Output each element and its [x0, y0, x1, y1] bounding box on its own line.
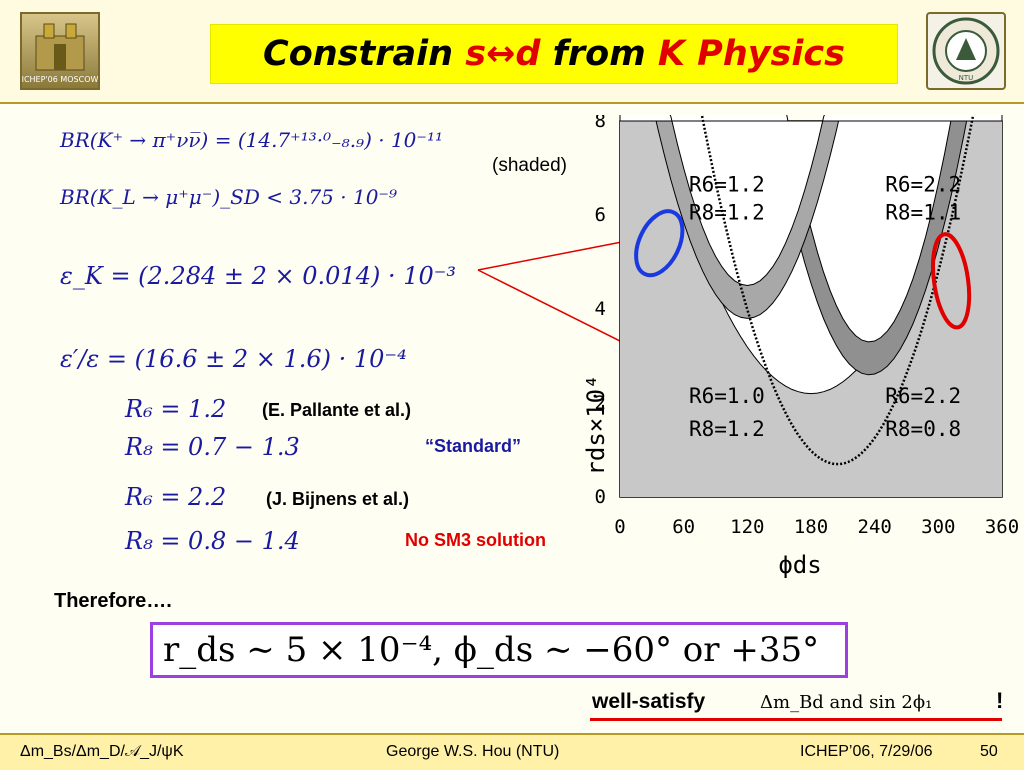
title-part-kphysics: K Physics [657, 34, 845, 74]
pallante-citation: (E. Pallante et al.) [262, 400, 412, 420]
region-label-2: R6=2.2 [885, 173, 961, 197]
eq-r8-b: R₈ = 0.8 − 1.4 [125, 527, 300, 555]
result-box: r_ds ∼ 5 × 10⁻⁴, ϕ_ds ∼ −60° or +35° [150, 622, 848, 678]
header-bar: ICHEP'06 MOSCOW Constrain s ↔ d from K P… [0, 0, 1024, 104]
x-tick-120: 120 [730, 516, 764, 538]
region-inner-white-right [619, 115, 1003, 343]
title-part-arrow: ↔ [486, 34, 516, 74]
y-tick-8: 8 [595, 115, 606, 132]
title-part-d: d [515, 34, 541, 74]
well-satisfy-bang: ! [996, 688, 1004, 713]
x-tick-180: 180 [794, 516, 828, 538]
plot-regions [619, 115, 1003, 497]
region-label-7: R8=0.8 [885, 417, 961, 441]
eq-epsilon-prime: ε′/ε = (16.6 ± 2 × 1.6) · 10⁻⁴ [60, 345, 407, 373]
y-axis-label: rds×10⁴ [582, 374, 610, 475]
footer-right: ICHEP’06, 7/29/06 [800, 743, 933, 760]
ntu-seal: NTU [926, 12, 1006, 90]
eq-br-kplus: BR(K⁺ → π⁺νν̅) = (14.7⁺¹³·⁰₋₈.₉) · 10⁻¹¹ [60, 128, 443, 152]
x-tick-60: 60 [672, 516, 695, 538]
well-satisfy-underline [590, 718, 1002, 721]
title-part-from: from [552, 34, 646, 74]
bijnens-citation: (J. Bijnens et al.) [266, 489, 410, 509]
arrow-to-blue-region [477, 236, 634, 271]
footer-page-number: 50 [980, 743, 998, 760]
eq-r8-a: R₈ = 0.7 − 1.3 [125, 433, 300, 461]
standard-label: “Standard” [425, 436, 522, 456]
region-inner-white-left [619, 115, 1003, 287]
x-tick-300: 300 [921, 516, 955, 538]
x-tick-labels: 0 60 120 180 240 300 360 [614, 516, 1019, 538]
well-satisfy-label: well-satisfy [592, 690, 706, 713]
eq-br-kl: BR(K_L → μ⁺μ⁻)_SD < 3.75 · 10⁻⁹ [60, 185, 398, 209]
shaded-note: (shaded) [492, 155, 567, 176]
logo-left-text: ICHEP'06 MOSCOW [22, 75, 98, 84]
well-satisfy-formula: Δm_Bd and sin 2ϕ₁ [760, 692, 933, 713]
blue-solution-ellipse [634, 209, 685, 278]
region-label-5: R8=1.2 [689, 417, 765, 441]
y-tick-labels: 0 2 4 6 8 [595, 115, 606, 508]
y-tick-6: 6 [595, 204, 606, 226]
region-labels: R6=1.2 R8=1.2 R6=2.2 R8=1.1 R6=1.0 R8=1.2 R6=2… [689, 173, 961, 441]
footer-left: Δm_Bs/Δm_D/𝒜_J/ψK [20, 743, 184, 760]
logo-right-text: NTU [959, 74, 974, 82]
y-tick-4: 4 [595, 298, 606, 320]
x-tick-240: 240 [858, 516, 892, 538]
therefore-text: Therefore…. [54, 590, 172, 612]
eq-r6-a: R₆ = 1.2 [125, 395, 227, 423]
x-tick-360: 360 [985, 516, 1019, 538]
x-tick-0: 0 [614, 516, 625, 538]
x-axis-label: ϕds [778, 551, 821, 579]
title-part-s: s [465, 34, 487, 74]
slide-title: Constrain s ↔ d from K Physics [210, 24, 898, 84]
red-solution-ellipse [931, 232, 972, 330]
y-tick-0: 0 [595, 486, 606, 508]
eq-r6-b: R₆ = 2.2 [125, 483, 227, 511]
footer-center: George W.S. Hou (NTU) [386, 743, 560, 760]
y-tick-2: 2 [595, 392, 606, 414]
dotted-solution-curve [700, 115, 975, 466]
title-part-constrain: Constrain [263, 34, 454, 74]
region-label-1: R8=1.2 [689, 201, 765, 225]
footer-bar: Δm_Bs/Δm_D/𝒜_J/ψK George W.S. Hou (NTU) … [0, 733, 1024, 770]
region-label-4: R6=1.0 [689, 384, 765, 408]
ichep-logo: ICHEP'06 MOSCOW [20, 12, 100, 90]
region-label-3: R8=1.1 [885, 201, 961, 225]
no-sm3-label: No SM3 solution [405, 530, 546, 550]
eq-epsilon-k: ε_K = (2.284 ± 2 × 0.014) · 10⁻³ [60, 262, 457, 290]
region-label-6: R6=2.2 [885, 384, 961, 408]
region-label-0: R6=1.2 [689, 173, 765, 197]
